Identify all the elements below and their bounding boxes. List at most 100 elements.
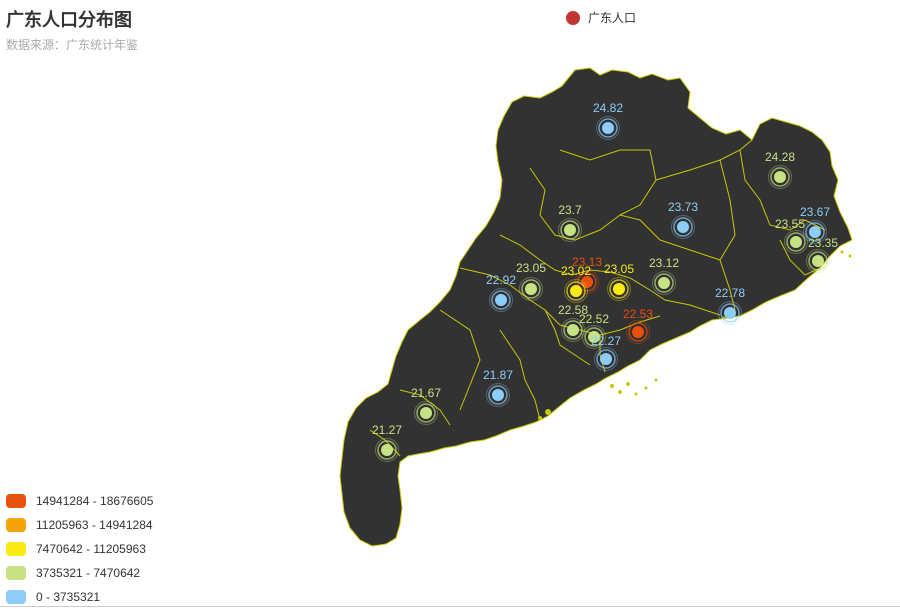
city-marker[interactable]: [658, 277, 670, 289]
city-marker[interactable]: [724, 307, 736, 319]
city-marker-ring: [416, 403, 436, 423]
city-marker-ring: [521, 279, 541, 299]
city-marker-ring: [596, 349, 616, 369]
visual-map-swatch-icon: [6, 518, 26, 532]
city-marker-ring: [598, 118, 618, 138]
city-marker-outer-ring: [594, 347, 618, 371]
visual-map-swatch-icon: [6, 590, 26, 604]
city-marker-ring: [377, 440, 397, 460]
bottom-divider: [0, 606, 900, 607]
city-value-label: 23.05: [604, 262, 634, 276]
city-marker[interactable]: [495, 294, 507, 306]
city-marker-outer-ring: [652, 271, 676, 295]
chart-title: 广东人口分布图: [6, 10, 132, 30]
city-marker[interactable]: [677, 221, 689, 233]
city-value-label: 22.53: [623, 307, 653, 321]
city-marker-outer-ring: [375, 438, 399, 462]
visual-map-label: 14941284 - 18676605: [36, 494, 154, 508]
city-marker-outer-ring: [768, 165, 792, 189]
city-marker-outer-ring: [607, 277, 631, 301]
city-marker-outer-ring: [561, 318, 585, 342]
city-marker-ring: [609, 279, 629, 299]
city-marker-ring: [628, 322, 648, 342]
city-value-label: 22.52: [579, 312, 609, 326]
visual-map-item[interactable]: 11205963 - 14941284: [6, 513, 153, 537]
city-marker-outer-ring: [596, 116, 620, 140]
city-marker-outer-ring: [558, 218, 582, 242]
city-marker[interactable]: [588, 331, 600, 343]
city-value-label: 23.73: [668, 200, 698, 214]
visual-map-label: 11205963 - 14941284: [36, 518, 153, 532]
city-value-label: 23.05: [516, 261, 546, 275]
city-value-label: 23.02: [561, 264, 591, 278]
city-marker-outer-ring: [486, 383, 510, 407]
city-marker-ring: [491, 290, 511, 310]
city-marker-outer-ring: [718, 301, 742, 325]
city-marker[interactable]: [420, 407, 432, 419]
city-marker[interactable]: [790, 236, 802, 248]
visual-map[interactable]: 14941284 - 18676605 11205963 - 14941284 74…: [6, 489, 153, 609]
city-value-label: 23.7: [558, 203, 582, 217]
city-marker-ring: [488, 385, 508, 405]
city-marker[interactable]: [600, 353, 612, 365]
city-marker[interactable]: [570, 285, 582, 297]
city-marker-ring: [584, 327, 604, 347]
visual-map-item[interactable]: 0 - 3735321: [6, 585, 153, 609]
city-marker-ring: [770, 167, 790, 187]
visual-map-item[interactable]: 3735321 - 7470642: [6, 561, 153, 585]
city-marker[interactable]: [809, 226, 821, 238]
city-marker[interactable]: [632, 326, 644, 338]
city-marker-outer-ring: [806, 249, 830, 273]
city-marker[interactable]: [602, 122, 614, 134]
city-value-label: 23.67: [800, 205, 830, 219]
city-marker-ring: [805, 222, 825, 242]
city-marker[interactable]: [812, 255, 824, 267]
city-marker-ring: [786, 232, 806, 252]
legend-label: 广东人口: [588, 11, 637, 25]
city-marker[interactable]: [581, 276, 593, 288]
visual-map-label: 0 - 3735321: [36, 590, 101, 604]
chart-subtitle: 数据来源：广东统计年鉴: [6, 38, 139, 52]
city-value-label: 21.67: [411, 386, 441, 400]
city-marker[interactable]: [381, 444, 393, 456]
city-value-label: 23.55: [775, 217, 805, 231]
city-value-label: 21.87: [483, 368, 513, 382]
city-value-label: 24.28: [765, 150, 795, 164]
city-marker-outer-ring: [671, 215, 695, 239]
city-value-label: 22.58: [558, 303, 588, 317]
city-marker[interactable]: [525, 283, 537, 295]
province-outline: [339, 67, 853, 547]
city-value-label: 23.13: [572, 255, 602, 269]
city-value-label: 23.12: [649, 256, 679, 270]
visual-map-swatch-icon: [6, 542, 26, 556]
city-marker-ring: [566, 281, 586, 301]
legend-item-guangdong-population[interactable]: 广东人口: [566, 9, 636, 26]
city-marker[interactable]: [567, 324, 579, 336]
city-marker-outer-ring: [784, 230, 808, 254]
city-marker[interactable]: [564, 224, 576, 236]
visual-map-item[interactable]: 14941284 - 18676605: [6, 489, 153, 513]
city-marker-ring: [720, 303, 740, 323]
city-value-label: 22.78: [715, 286, 745, 300]
city-marker[interactable]: [774, 171, 786, 183]
city-marker-ring: [808, 251, 828, 271]
city-marker-ring: [560, 220, 580, 240]
city-value-label: 21.27: [372, 423, 402, 437]
city-value-label: 22.27: [591, 334, 621, 348]
city-marker-outer-ring: [626, 320, 650, 344]
city-marker[interactable]: [613, 283, 625, 295]
city-value-label: 23.35: [808, 236, 838, 250]
visual-map-label: 3735321 - 7470642: [36, 566, 141, 580]
coastal-islands: [538, 250, 852, 420]
visual-map-swatch-icon: [6, 566, 26, 580]
city-marker[interactable]: [492, 389, 504, 401]
province-shape: [339, 67, 853, 547]
city-marker-outer-ring: [564, 279, 588, 303]
city-marker-ring: [563, 320, 583, 340]
visual-map-swatch-icon: [6, 494, 26, 508]
city-marker-outer-ring: [803, 220, 827, 244]
city-marker-outer-ring: [489, 288, 513, 312]
visual-map-item[interactable]: 7470642 - 11205963: [6, 537, 153, 561]
